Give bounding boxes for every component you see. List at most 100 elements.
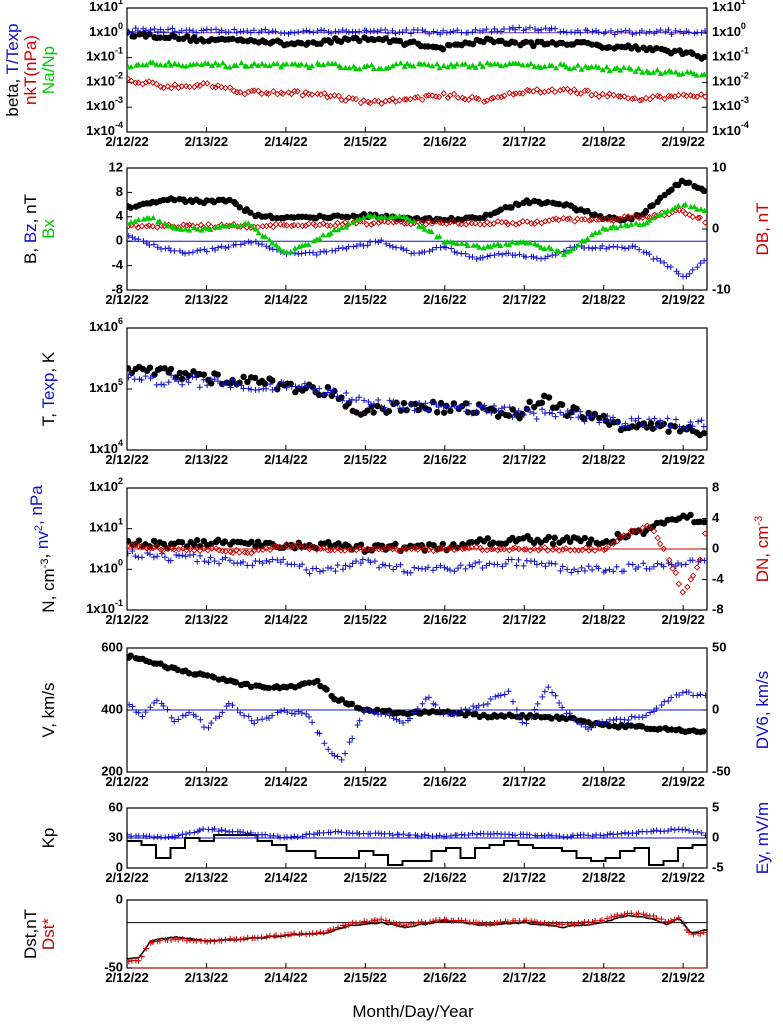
- db-point: [288, 222, 295, 230]
- ey-point: [597, 832, 604, 839]
- nv2-point: [595, 565, 602, 572]
- db-point: [169, 223, 176, 231]
- dv6-point: [153, 697, 160, 704]
- db-point: [341, 219, 349, 226]
- nkt-point: [581, 87, 589, 95]
- na_np-point: [557, 61, 564, 67]
- nv2-point: [367, 559, 374, 566]
- texp-point: [280, 380, 287, 387]
- b-point: [591, 211, 598, 218]
- bx-point: [624, 222, 631, 229]
- na_np-point: [548, 62, 555, 68]
- bz-point: [643, 249, 650, 256]
- bx-point: [672, 204, 679, 210]
- v-point: [700, 728, 707, 735]
- na_np-point: [393, 60, 400, 67]
- dn-point: [613, 538, 621, 545]
- x-tick-label: 2/16/22: [423, 970, 466, 985]
- t_over_texp-point: [135, 27, 142, 34]
- t_over_texp-point: [685, 29, 692, 36]
- panel-p5-ylabel-right: DV6, km/s: [753, 671, 772, 749]
- nkt-point: [702, 93, 707, 100]
- bx-point: [697, 206, 704, 212]
- t_over_texp-point: [255, 29, 262, 36]
- nkt-point: [697, 91, 705, 98]
- bz-point: [629, 243, 636, 250]
- db-point: [127, 222, 132, 230]
- na_np-point: [143, 61, 150, 68]
- t_over_texp-point: [552, 25, 559, 32]
- t-point: [331, 387, 338, 395]
- bx-point: [331, 226, 338, 233]
- ey-point: [247, 829, 254, 836]
- na_np-point: [541, 63, 548, 69]
- bx-point: [320, 232, 327, 238]
- nkt-point: [475, 95, 482, 103]
- texp-point: [375, 397, 382, 404]
- nkt-point: [506, 89, 513, 97]
- dst_star-point: [479, 920, 486, 927]
- texp-point: [356, 394, 363, 401]
- t_over_texp-point: [306, 28, 313, 35]
- dn-point: [656, 540, 664, 548]
- na_np-point: [259, 60, 266, 67]
- dn-point: [248, 549, 255, 557]
- nv2-point: [386, 562, 393, 569]
- texp-point: [542, 410, 549, 417]
- nkt-point: [418, 96, 426, 104]
- dn-point: [396, 547, 403, 555]
- bz-point: [237, 241, 244, 248]
- nv2-point: [654, 560, 661, 567]
- bx-point: [487, 243, 494, 250]
- texp-point: [418, 406, 425, 413]
- db-point: [701, 219, 707, 226]
- x-tick-label: 2/18/22: [582, 774, 625, 789]
- bz-point: [367, 238, 374, 245]
- dst_star-point: [443, 916, 450, 923]
- dv6-point: [295, 708, 302, 715]
- db-point: [571, 218, 578, 225]
- y-tick-label-right: -5: [712, 859, 724, 874]
- x-tick-label: 2/15/22: [344, 970, 387, 985]
- bz-point: [403, 247, 410, 254]
- nkt-point: [450, 90, 458, 98]
- t_over_texp-point: [352, 28, 359, 35]
- bz-point: [266, 244, 273, 251]
- dn-point: [549, 546, 557, 553]
- texp-point: [483, 408, 490, 415]
- dst_star-point: [179, 935, 186, 942]
- dst_star-point: [415, 919, 422, 926]
- t-point: [200, 371, 207, 378]
- bx-point: [476, 244, 483, 250]
- t-point: [509, 406, 517, 413]
- ey-point: [400, 831, 407, 838]
- nv2-point: [201, 558, 208, 565]
- dn-point: [689, 572, 697, 579]
- nv2-point: [665, 560, 672, 567]
- na_np-point: [561, 61, 568, 67]
- n-point: [208, 540, 215, 548]
- texp-point: [425, 407, 432, 414]
- texp-point: [292, 383, 299, 390]
- bx-point: [150, 214, 157, 221]
- db-point: [154, 224, 161, 231]
- beta-point: [410, 38, 417, 45]
- bz-point: [653, 255, 660, 262]
- ey-point: [218, 827, 225, 834]
- dn-point: [665, 556, 673, 564]
- dst_star-point: [403, 922, 410, 929]
- ey-point: [526, 831, 533, 838]
- dn-point: [382, 543, 390, 551]
- bz-point: [215, 244, 222, 251]
- nkt-point: [498, 93, 505, 101]
- dv6-point: [513, 706, 520, 713]
- nkt-point: [342, 97, 349, 104]
- texp-point: [298, 383, 305, 390]
- nv2-point: [226, 557, 233, 564]
- dn-point: [675, 580, 683, 588]
- nkt-point: [157, 83, 164, 91]
- dv6-point: [497, 692, 504, 699]
- db-point: [588, 216, 595, 223]
- ey-point: [600, 832, 607, 839]
